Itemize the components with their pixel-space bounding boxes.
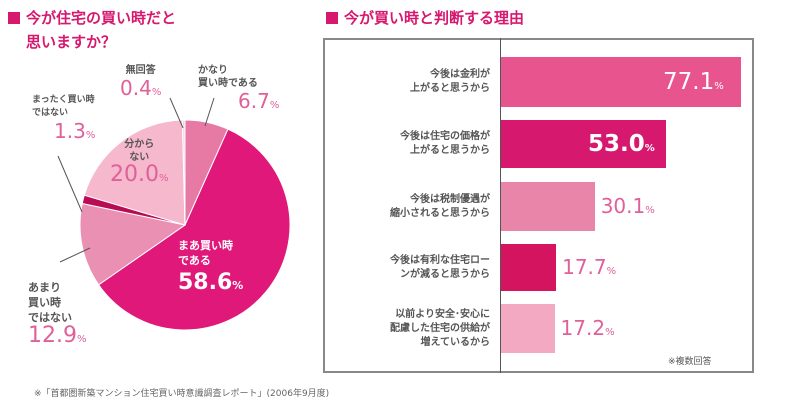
bar-value-label: 53.0%	[587, 131, 655, 157]
slice-fairly-good-time	[97, 128, 291, 331]
label-text: 無回答	[125, 65, 156, 76]
label-text: かなり	[198, 65, 228, 76]
label-text: 買い時	[28, 296, 61, 309]
multiple-answer-note: ※複数回答	[668, 357, 712, 367]
bar-value-text: 17.7	[562, 254, 607, 279]
bar-value-label: 17.2%	[560, 315, 615, 340]
slice-label-no-answer: 無回答 0.4%	[120, 65, 162, 100]
value-text: 20.0	[110, 162, 159, 187]
value-text: 12.9	[28, 323, 77, 348]
bar-value-text: 53.0	[587, 131, 645, 157]
bar	[501, 120, 666, 168]
slice-label-not-at-all: まったく買い時 ではない 1.3%	[32, 95, 96, 143]
bar-heading: 今が買い時と判断する理由	[326, 6, 524, 30]
label-text: 分から	[124, 139, 155, 150]
heading-square-icon	[8, 12, 20, 24]
bar-category-line: 今後は税制優遇が	[410, 193, 490, 205]
leader-line	[169, 97, 184, 129]
bar-value-text: 30.1	[600, 193, 646, 218]
bar-category-label: 今後は金利が上がると思うから	[410, 68, 490, 96]
bar-value-label: 30.1%	[600, 193, 655, 218]
bar	[501, 57, 741, 107]
heading-square-icon	[326, 12, 338, 24]
bar-category-line: 今後は住宅の価格が	[400, 131, 490, 142]
value-text: 6.7	[238, 89, 270, 113]
slice-label-not-really: あまり 買い時 ではない 12.9%	[28, 281, 87, 348]
value-text: 1.3	[54, 119, 86, 143]
label-text: ではない	[28, 311, 72, 324]
bar-category-line: 以前より安全･安心に	[395, 308, 490, 320]
bar-category-line: 縮小されると思うから	[390, 207, 490, 219]
label-text: あまり	[28, 281, 61, 294]
bar-category-line: 増えているから	[420, 336, 491, 348]
source-footer: ※「首都圏新築マンション住宅買い時意識調査レポート」(2006年9月度)	[34, 389, 330, 399]
label-text: 買い時である	[198, 78, 258, 89]
bar-value-text: 17.2	[560, 315, 606, 340]
bar-category-line: 上がると思うから	[410, 145, 490, 156]
bar-category-line: ンが減ると思うから	[400, 268, 490, 280]
bar-category-line: 今後は有利な住宅ロー	[390, 254, 490, 266]
slice-label-very-good-time: かなり 買い時である 6.7%	[198, 65, 280, 113]
label-text: である	[178, 254, 211, 267]
bar	[501, 304, 555, 353]
slice-label-fairly-good-time: まあ買い時 である 58.6%	[178, 239, 244, 295]
bar-category-label: 今後は住宅の価格が上がると思うから	[400, 130, 490, 158]
leader-line	[204, 97, 215, 127]
slice-label-dont-know: 分から ない 20.0%	[110, 139, 169, 187]
bar	[501, 244, 557, 291]
bar-value-label: 77.1%	[663, 69, 724, 95]
bar-value-text: 77.1	[663, 69, 715, 95]
slice-not-really	[79, 202, 187, 286]
bar-heading-text: 今が買い時と判断する理由	[344, 9, 525, 27]
leader-line	[59, 247, 91, 263]
bar-category-line: 今後は金利が	[430, 69, 490, 80]
bar-category-label: 今後は有利な住宅ローンが減ると思うから	[390, 254, 490, 282]
pie-heading-line2: 思いますか？	[26, 33, 117, 51]
bar	[501, 182, 595, 231]
pie-heading: 今が住宅の買い時だと 思いますか？	[8, 6, 176, 54]
value-text: 0.4	[120, 76, 152, 100]
bar-category-line: 配慮した住宅の供給が	[390, 322, 490, 334]
pie-chart	[57, 97, 291, 331]
label-text: ではない	[32, 108, 69, 118]
bar-category-label: 今後は税制優遇が縮小されると思うから	[390, 193, 490, 221]
value-text: 58.6	[178, 270, 233, 295]
slice-dont-know	[83, 119, 186, 226]
slice-no-answer	[181, 119, 186, 226]
bar-chart-frame	[323, 38, 754, 373]
pie-heading-line1: 今が住宅の買い時だと	[26, 9, 177, 27]
label-text: ない	[129, 152, 150, 163]
label-text: まったく買い時	[32, 95, 95, 105]
bar-value-label: 17.7%	[562, 254, 617, 279]
bar-category-line: 上がると思うから	[410, 83, 490, 94]
leader-line	[57, 155, 83, 213]
label-text: まあ買い時	[178, 239, 233, 252]
bar-category-label: 以前より安全･安心に 配慮した住宅の供給が増えているから	[390, 308, 490, 350]
bar-axis-line	[500, 38, 501, 373]
